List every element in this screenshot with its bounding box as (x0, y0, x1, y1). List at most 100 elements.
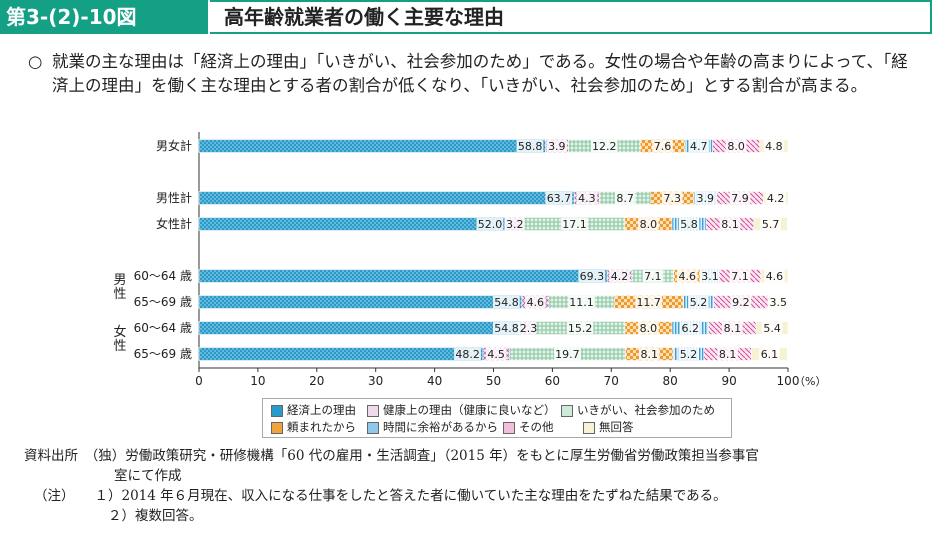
value-label-bg (492, 296, 520, 308)
category-label: 60〜64 歳 (134, 269, 192, 283)
legend-item: 頼まれたから (271, 419, 356, 435)
bar-segment (198, 269, 608, 283)
value-label-bg (590, 140, 618, 152)
value-label: 3.5 (770, 296, 788, 309)
figure-title: 高年齢就業者の働く主要な理由 (210, 0, 932, 34)
bar-segment (198, 191, 575, 205)
value-label: 3.9 (548, 140, 566, 153)
value-label: 7.6 (654, 140, 672, 153)
value-label-bg (554, 348, 581, 360)
value-label-bg (638, 348, 660, 360)
value-label-bg (729, 192, 751, 204)
value-label: 8.1 (724, 322, 742, 335)
legend-swatch (561, 404, 573, 417)
value-label-bg (578, 270, 606, 282)
category-label: 65〜69 歳 (134, 347, 192, 361)
value-label: 4.6 (527, 296, 545, 309)
legend-label: 健康上の理由（健康に良いなど） (383, 403, 556, 417)
note-line-1: （注） １）2014 年６月現在、収入になる仕事をしたと答えた者に働いていた主な理… (24, 486, 924, 506)
value-label-bg (476, 218, 504, 230)
value-label: 4.6 (679, 270, 697, 283)
value-label-bg (699, 270, 721, 282)
value-label: 5.7 (762, 218, 780, 231)
category-label: 65〜69 歳 (134, 295, 192, 309)
value-label: 12.2 (592, 140, 617, 153)
value-label-bg (729, 270, 751, 282)
bar-segment (198, 295, 523, 309)
note-label: （注） (34, 488, 75, 504)
x-tick-label: 100 (777, 374, 800, 388)
value-label: 5.8 (680, 218, 698, 231)
chart-axes: 0 10 20 30 40 50 60 70 80 90 100（%） (195, 132, 826, 388)
value-label: 2.3 (520, 322, 538, 335)
value-label: 4.3 (578, 192, 596, 205)
value-label: 6.2 (681, 322, 699, 335)
value-label-bg (676, 270, 698, 282)
value-label: 3.9 (696, 192, 714, 205)
value-label-bg (545, 192, 573, 204)
bar-segment (198, 347, 484, 361)
value-label: 7.9 (731, 192, 749, 205)
legend-label: 無回答 (599, 420, 634, 434)
value-label-bg (722, 322, 743, 334)
value-label-bg (767, 296, 789, 308)
value-label: 4.5 (487, 348, 505, 361)
note-text-1: １）2014 年６月現在、収入になる仕事をしたと答えた者に働いていた主な理由をた… (94, 488, 727, 504)
x-tick-label: 30 (368, 374, 383, 388)
stacked-bar-chart: 0 10 20 30 40 50 60 70 80 90 100（%） 58.8 3.9 12.2 7.6… (113, 132, 826, 388)
value-label-bg (492, 322, 520, 334)
x-tick-label: 70 (604, 374, 619, 388)
x-unit-label: （%） (794, 375, 826, 388)
value-label-bg (679, 322, 701, 334)
value-label-bg (642, 270, 664, 282)
value-label: 8.0 (640, 218, 658, 231)
group-label: 性 (113, 287, 126, 302)
value-label-bg (688, 140, 710, 152)
x-tick-label: 40 (427, 374, 442, 388)
value-label-bg (518, 322, 539, 334)
value-label: 5.4 (763, 322, 781, 335)
x-tick-label: 90 (721, 374, 736, 388)
value-label: 4.2 (767, 192, 785, 205)
legend-label: その他 (519, 420, 554, 434)
x-tick-label: 80 (663, 374, 678, 388)
value-label-bg (765, 192, 786, 204)
value-label-bg (694, 192, 716, 204)
category-label: 男女計 (156, 138, 192, 153)
value-label: 11.7 (636, 296, 661, 309)
legend-label: いきがい、社会参加のため (577, 403, 715, 417)
value-label: 17.1 (562, 218, 587, 231)
group-label: 性 (113, 339, 126, 354)
source-line: 資料出所 （独）労働政策研究・研修機構「60 代の雇用・生活調査」（2015 年… (24, 448, 759, 464)
value-label: 4.2 (611, 270, 629, 283)
x-tick-label: 10 (250, 374, 265, 388)
value-label: 48.2 (455, 348, 480, 361)
legend-label: 時間に余裕があるから (383, 420, 498, 434)
value-label-bg (485, 348, 507, 360)
value-label: 5.2 (680, 348, 698, 361)
note-text-2: ２）複数回答。 (108, 508, 203, 524)
bar-segment (198, 139, 546, 153)
legend-item: 健康上の理由（健康に良いなど） (367, 402, 556, 418)
value-label-bg (566, 322, 594, 334)
value-label-bg (678, 218, 700, 230)
source-line-cont: 室にて作成 (114, 468, 182, 484)
value-label-bg (561, 218, 588, 230)
value-label: 8.7 (616, 192, 634, 205)
value-label-bg (764, 270, 785, 282)
value-label: 54.8 (494, 296, 519, 309)
value-label-bg (504, 218, 526, 230)
value-label: 3.2 (506, 218, 524, 231)
value-label-bg (759, 348, 780, 360)
value-label: 6.1 (761, 348, 779, 361)
x-tick-label: 0 (195, 374, 203, 388)
legend-swatch (271, 404, 283, 417)
x-tick-label: 50 (486, 374, 501, 388)
value-label: 8.1 (719, 348, 737, 361)
value-label: 8.1 (721, 218, 739, 231)
value-label-bg (638, 218, 659, 230)
value-label: 11.1 (569, 296, 594, 309)
x-tick-label: 60 (545, 374, 560, 388)
value-label-bg (661, 192, 683, 204)
legend-swatch (583, 421, 595, 434)
